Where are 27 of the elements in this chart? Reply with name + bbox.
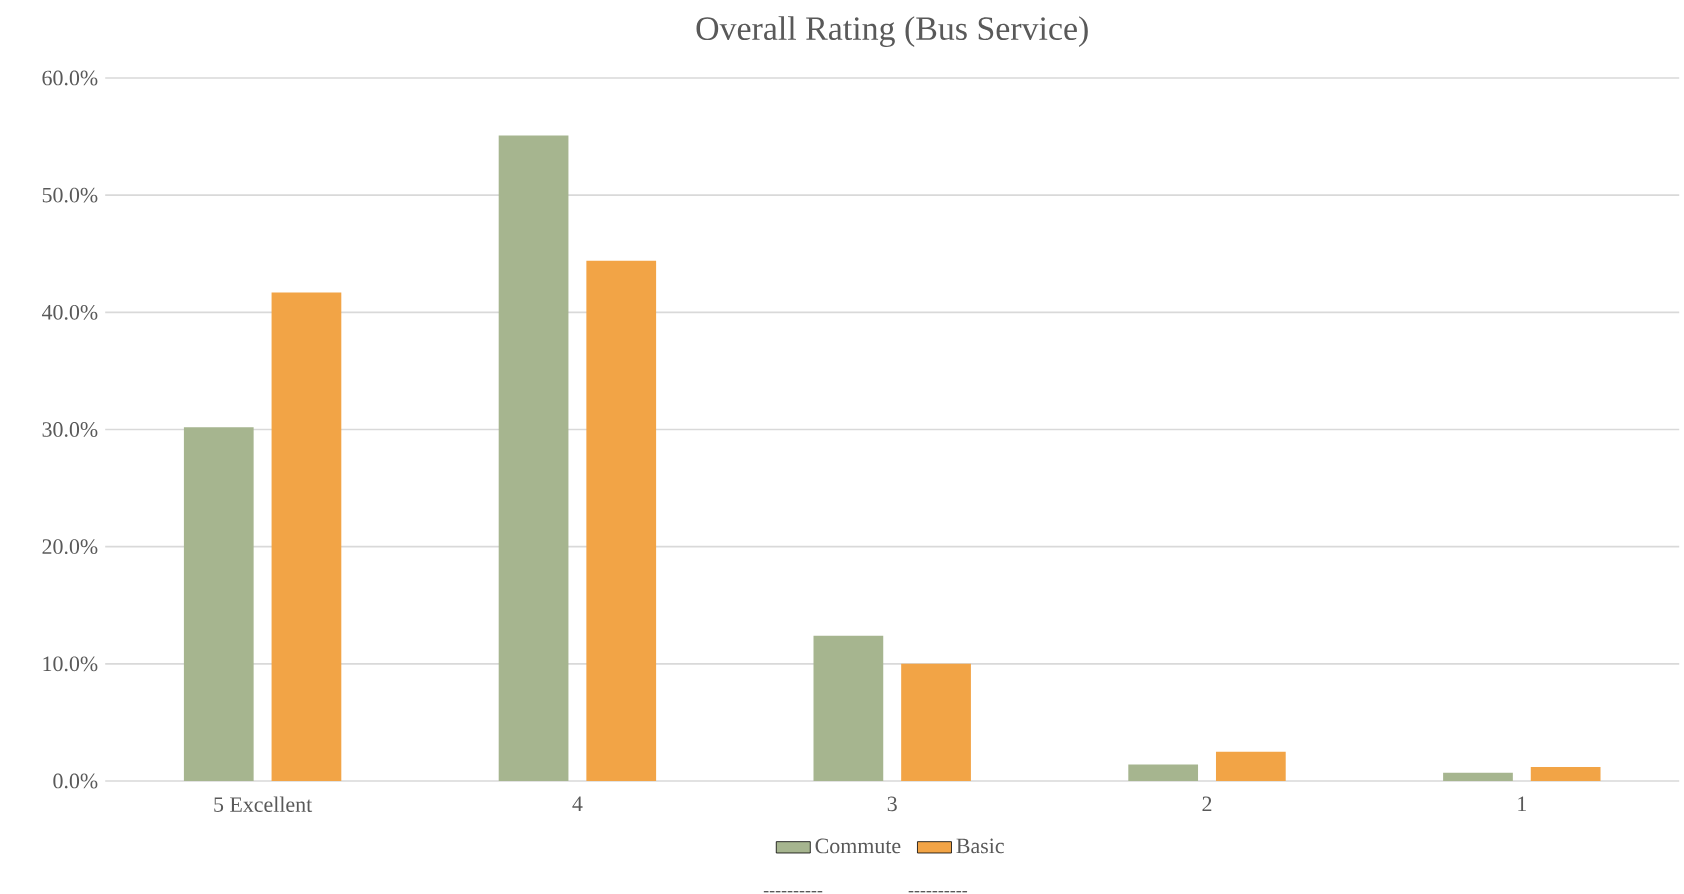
y-tick-label: 40.0% <box>41 304 98 320</box>
legend-label: Basic <box>956 838 1004 854</box>
bar <box>1443 772 1513 781</box>
legend-label: Commute <box>815 838 901 854</box>
bar <box>586 260 657 781</box>
y-tick-label: 60.0% <box>42 70 98 86</box>
bar <box>1128 764 1199 781</box>
text: ---------- <box>763 891 823 893</box>
bar <box>183 427 254 781</box>
bar <box>271 292 342 781</box>
bar <box>1215 751 1286 781</box>
x-tick-label: 1 <box>1518 796 1526 812</box>
bar <box>1530 766 1601 781</box>
bar <box>498 135 569 781</box>
chart-title: Overall Rating (Bus Service) <box>696 16 1088 48</box>
bar <box>813 635 884 781</box>
y-tick-label: 0.0% <box>53 773 98 789</box>
text: ---------- <box>908 891 968 893</box>
x-tick-label: 3 <box>887 796 897 812</box>
y-tick-label: 10.0% <box>43 656 98 672</box>
y-tick-label: 20.0% <box>42 539 98 555</box>
x-tick-label: 2 <box>1202 796 1212 812</box>
bar <box>901 663 971 781</box>
y-tick-label: 50.0% <box>42 187 98 203</box>
x-tick-label: 4 <box>572 796 583 811</box>
x-tick-label: 5 Excellent <box>214 796 313 812</box>
y-tick-label: 30.0% <box>42 422 98 437</box>
